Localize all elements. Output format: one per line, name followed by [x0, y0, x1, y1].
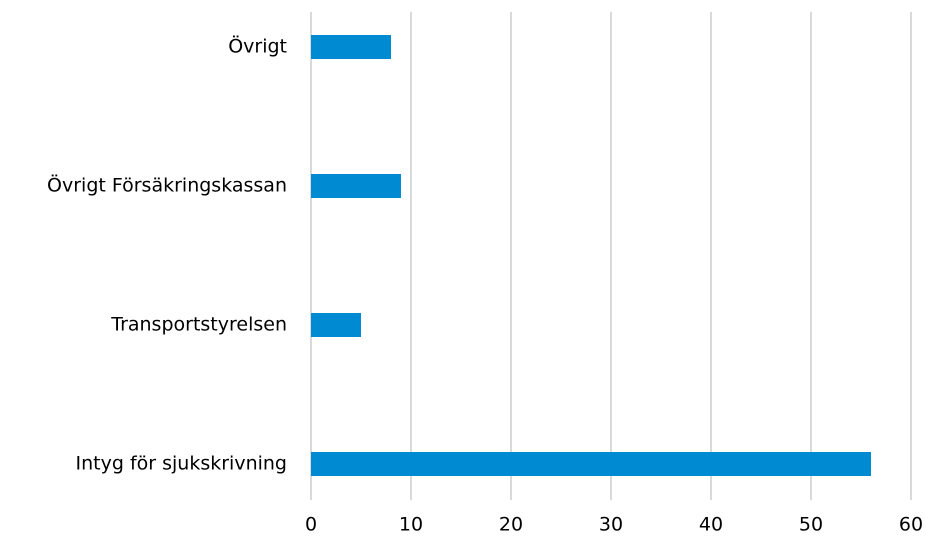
x-tick-label: 50 — [799, 514, 823, 536]
bar — [311, 313, 361, 337]
x-tick-label: 10 — [399, 514, 423, 536]
bar — [311, 452, 871, 476]
x-tick-label: 0 — [305, 514, 317, 536]
x-tick-label: 40 — [699, 514, 723, 536]
bar — [311, 174, 401, 198]
y-tick-label: Övrigt — [228, 35, 287, 58]
bar — [311, 35, 391, 59]
x-tick-label: 20 — [499, 514, 523, 536]
y-tick-label: Transportstyrelsen — [110, 314, 287, 336]
y-tick-label: Intyg för sjukskrivning — [76, 453, 288, 475]
x-tick-label: 30 — [599, 514, 623, 536]
y-tick-label: Övrigt Försäkringskassan — [47, 174, 287, 197]
x-tick-label: 60 — [899, 514, 923, 536]
